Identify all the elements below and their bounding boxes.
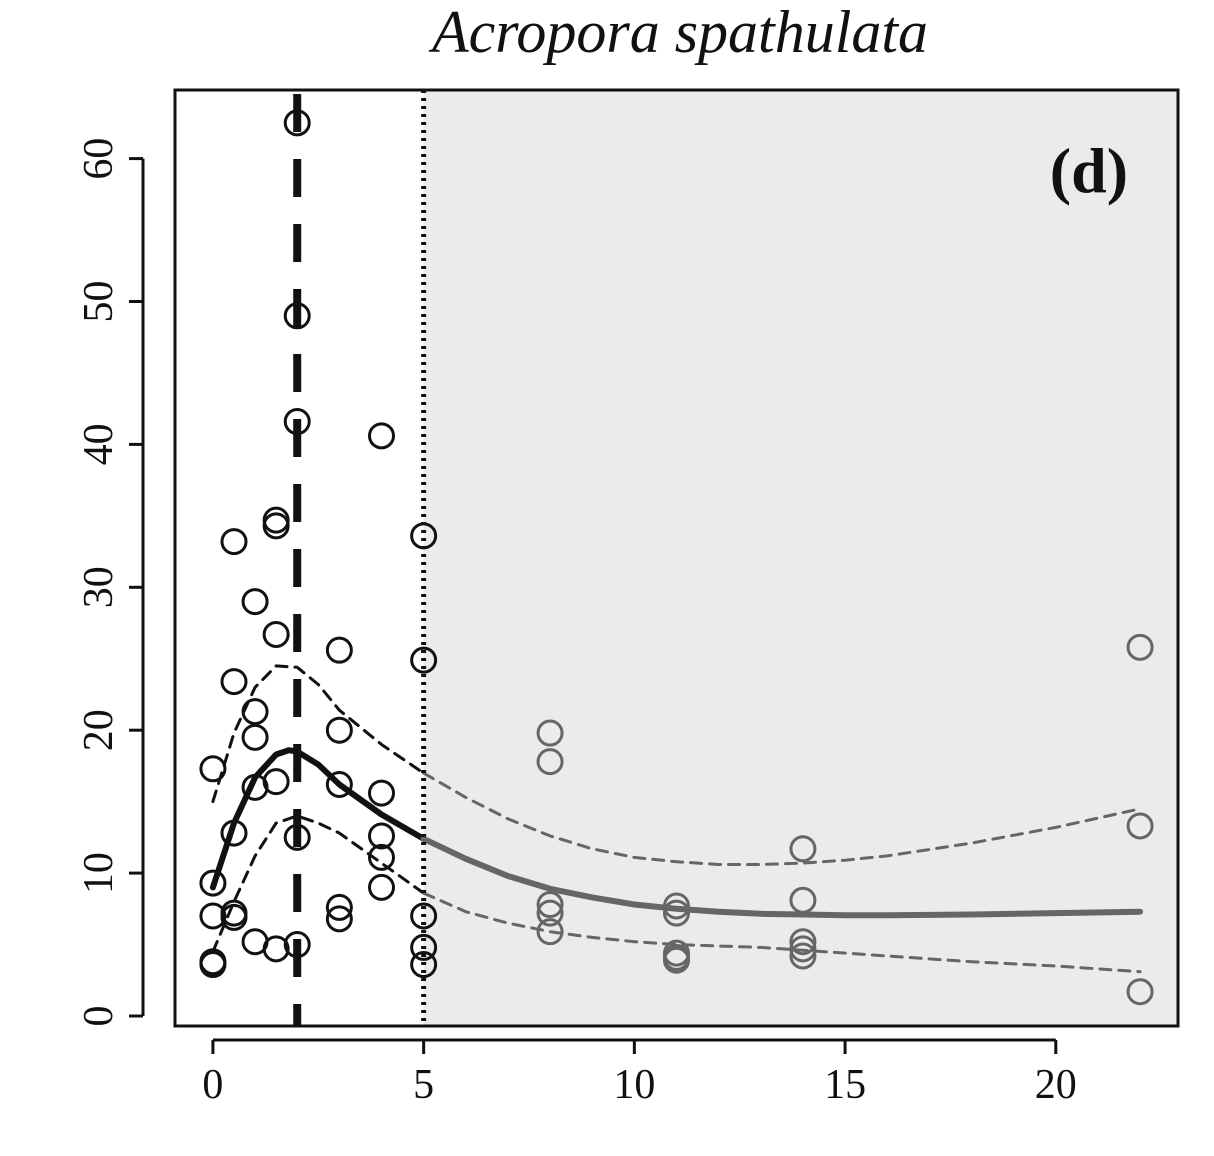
y-tick-label: 60 (76, 138, 122, 180)
data-point (262, 512, 290, 540)
y-tick-label: 30 (76, 566, 122, 608)
data-point (262, 768, 290, 796)
data-point (325, 905, 353, 933)
axes-layer: 0 5 10 15 20 0 10 20 30 40 50 60 (76, 138, 1077, 1108)
ci-upper-line-inside (211, 664, 426, 804)
x-tick-label: 20 (1035, 1062, 1077, 1108)
data-point (325, 716, 353, 744)
data-point (410, 646, 438, 674)
plot-frame (173, 88, 1180, 1028)
x-tick-label: 15 (824, 1062, 866, 1108)
data-point (663, 946, 690, 974)
data-point (789, 835, 817, 863)
y-tick-label: 0 (76, 1005, 122, 1026)
fit-line-inside (209, 747, 427, 891)
panel-label: (d) (1050, 135, 1128, 206)
data-point (241, 698, 269, 726)
data-point (789, 942, 817, 970)
y-tick-label: 20 (76, 709, 122, 751)
ci-lower-line-outside (422, 891, 1142, 974)
data-point (368, 873, 395, 901)
data-point (325, 636, 353, 664)
data-point (199, 869, 227, 897)
data-point (536, 899, 564, 927)
data-point (199, 902, 227, 930)
data-point (262, 935, 290, 963)
x-tick-label: 5 (413, 1062, 434, 1108)
data-point (241, 588, 269, 616)
data-point (368, 822, 395, 850)
y-tick-label: 40 (76, 423, 122, 465)
data-point (262, 506, 290, 534)
shaded-region (423, 90, 1179, 1026)
data-point (536, 891, 564, 919)
data-point (536, 719, 564, 747)
reference-lines-layer (293, 90, 427, 1026)
data-point (368, 422, 395, 450)
data-point (220, 903, 248, 931)
fit-line-outside (420, 835, 1144, 919)
data-point (1126, 812, 1154, 840)
data-point (410, 933, 438, 961)
ci-lower-line-inside (211, 814, 426, 954)
chart-title: Acropora spathulata (428, 0, 928, 65)
y-tick-label: 50 (76, 280, 122, 322)
data-point (262, 620, 290, 648)
data-point (789, 886, 817, 914)
data-point (241, 723, 269, 751)
data-point (220, 668, 248, 696)
data-point (1126, 633, 1154, 661)
data-point (536, 748, 564, 776)
ci-upper-line-outside (422, 771, 1142, 866)
data-point (410, 951, 438, 979)
data-point (789, 928, 817, 956)
data-point (199, 951, 227, 979)
data-point (368, 779, 395, 807)
data-point (325, 770, 353, 798)
data-point (220, 819, 248, 847)
data-point (220, 528, 248, 556)
data-point (325, 893, 353, 921)
data-point (199, 755, 227, 783)
data-point (536, 918, 564, 946)
x-tick-label: 10 (613, 1062, 655, 1108)
data-point (410, 902, 438, 930)
y-tick-label: 10 (76, 852, 122, 894)
data-point (1126, 978, 1154, 1006)
curves-layer (209, 664, 1144, 974)
data-point (663, 892, 690, 920)
x-tick-label: 0 (202, 1062, 223, 1108)
data-point (663, 899, 690, 927)
data-point (789, 935, 817, 963)
data-point (368, 843, 395, 871)
